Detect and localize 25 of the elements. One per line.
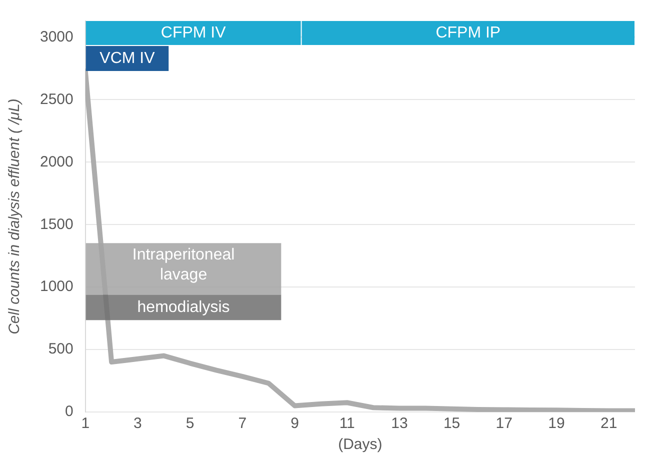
x-tick-label: 7 [238, 415, 247, 432]
x-tick-label: 1 [81, 415, 90, 432]
band-label: hemodialysis [137, 298, 230, 316]
x-tick-label: 11 [339, 415, 355, 432]
x-tick-label: 17 [496, 415, 512, 432]
band-label: CFPM IV [160, 24, 226, 42]
x-tick-label: 19 [548, 415, 565, 432]
y-axis-title: Cell counts in dialysis effluent ( /μL) [6, 98, 24, 334]
y-tick-label: 1500 [40, 216, 74, 233]
y-tick-label: 500 [48, 340, 74, 358]
band-label: CFPM IP [436, 24, 501, 42]
x-tick-label: 3 [134, 415, 142, 432]
x-tick-label: 21 [600, 415, 618, 432]
x-tick-label: 13 [391, 415, 408, 432]
y-tick-label: 1000 [40, 278, 74, 296]
x-tick-label: 15 [443, 415, 460, 432]
x-tick-label: 5 [186, 415, 194, 432]
y-tick-label: 2000 [40, 153, 74, 170]
y-tick-label: 3000 [40, 28, 74, 46]
x-tick-label: 9 [290, 415, 299, 432]
band-label: VCM IV [100, 50, 156, 67]
y-tick-label: 2500 [40, 90, 74, 108]
band-label: Intraperitoneal lavage [132, 246, 235, 284]
x-axis-title: (Days) [338, 436, 382, 454]
y-tick-label: 0 [65, 403, 74, 420]
